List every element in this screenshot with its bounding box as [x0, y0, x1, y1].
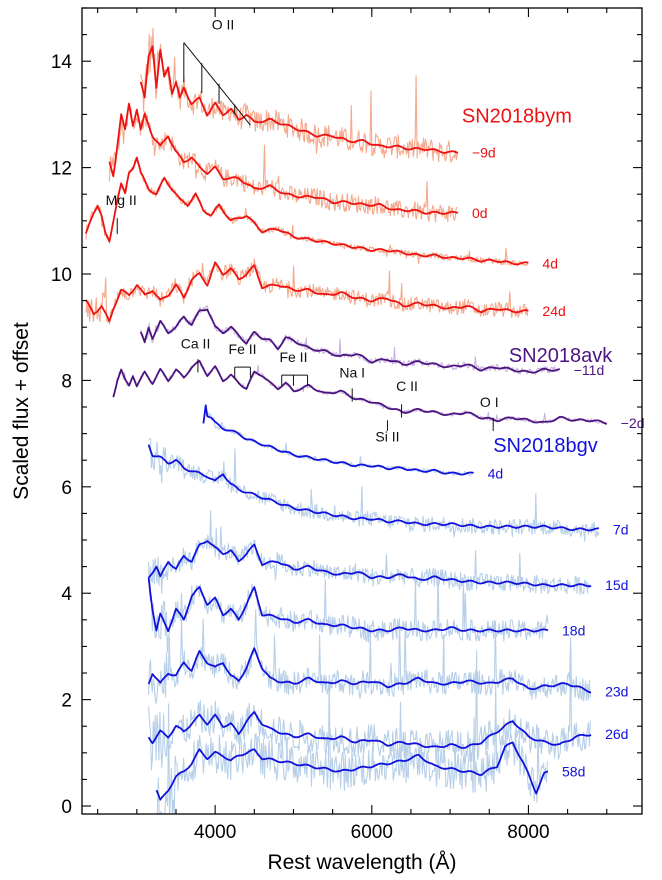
smoothed-spectrum-9	[147, 577, 549, 633]
line-id-label-2: Ca II	[181, 335, 211, 351]
epoch-label-9: 18d	[562, 622, 585, 638]
object-label-0: SN2018bym	[462, 105, 572, 127]
raw-spectrum-10	[148, 609, 591, 704]
smoothed-spectrum-12	[155, 741, 549, 801]
line-id-8: O I	[480, 394, 499, 431]
smoothed-spectrum-1	[108, 102, 459, 215]
epoch-label-3: 24d	[542, 303, 565, 319]
y-tick-label-5: 10	[51, 265, 72, 286]
line-id-7: Si II	[375, 420, 400, 445]
raw-spectrum-3	[85, 258, 529, 325]
smoothed-spectrum-8	[147, 540, 592, 588]
raw-spectrum-7	[148, 437, 600, 542]
y-tick-label-4: 8	[61, 371, 72, 392]
raw-spectrum-8	[148, 510, 591, 596]
smoothed-spectrum-11	[147, 711, 592, 749]
epoch-label-5: −2d	[621, 415, 645, 431]
epoch-label-10: 23d	[605, 684, 628, 700]
line-id-1: Mg II	[106, 192, 137, 235]
x-axis-title: Rest wavelength (Å)	[267, 851, 456, 874]
raw-spectra-layer	[85, 27, 608, 815]
smoothed-spectrum-0	[139, 45, 459, 154]
object-label-2: SN2018bgv	[493, 435, 598, 457]
x-tick-label-1: 6000	[351, 822, 393, 843]
epoch-label-12: 58d	[562, 763, 585, 779]
x-tick-label-2: 8000	[507, 822, 549, 843]
line-id-label-7: Si II	[375, 429, 399, 445]
line-id-0: O II	[183, 16, 251, 126]
y-axis-title: Scaled flux + offset	[10, 322, 33, 500]
line-id-4: Fe II	[279, 349, 309, 386]
line-id-label-5: Na I	[339, 365, 365, 381]
smoothed-spectrum-3	[85, 261, 529, 323]
epoch-label-6: 4d	[488, 466, 504, 482]
raw-spectrum-9	[148, 569, 549, 653]
plot-frame	[81, 7, 643, 815]
y-tick-label-2: 4	[61, 584, 72, 605]
smoothed-spectrum-4	[139, 308, 561, 374]
y-tick-label-1: 2	[61, 691, 72, 712]
line-id-label-3: Fe II	[229, 341, 257, 357]
line-id-label-4: Fe II	[279, 349, 307, 365]
epoch-label-2: 4d	[542, 255, 558, 271]
epoch-label-7: 7d	[613, 521, 629, 537]
epoch-label-8: 15d	[605, 577, 628, 593]
smoothed-spectrum-2	[85, 156, 529, 266]
smoothed-spectrum-7	[147, 444, 599, 532]
epoch-label-11: 26d	[605, 726, 628, 742]
line-id-label-1: Mg II	[106, 192, 137, 208]
line-id-5: Na I	[339, 365, 365, 402]
epoch-label-1: 0d	[472, 205, 488, 221]
line-id-3: Fe II	[229, 341, 257, 378]
line-identification-layer: O II Mg II Ca II Fe II Fe II Na I C II Si II O I	[106, 16, 499, 444]
y-tick-label-0: 0	[61, 797, 72, 818]
epoch-label-4: −11d	[574, 362, 605, 378]
raw-spectrum-11	[148, 650, 591, 784]
line-id-mark-0	[183, 42, 251, 126]
object-label-1: SN2018avk	[509, 345, 613, 367]
raw-spectrum-6	[203, 409, 474, 476]
smoothed-spectrum-10	[147, 647, 592, 694]
y-tick-label-3: 6	[61, 478, 72, 499]
x-tick-label-0: 4000	[194, 822, 236, 843]
epoch-label-layer: −9d 0d 4d 24d −11d −2d 4d 7d 15d 18d 23d 26d 58d SN20…	[462, 105, 645, 779]
smoothed-spectrum-6	[202, 404, 474, 476]
y-tick-label-7: 14	[51, 52, 73, 73]
smoothed-spectrum-5	[112, 360, 608, 425]
line-id-label-0: O II	[212, 16, 235, 32]
line-id-label-6: C II	[396, 378, 418, 394]
raw-spectrum-12	[156, 674, 548, 815]
line-id-2: Ca II	[181, 335, 211, 373]
smoothed-spectra-layer	[85, 45, 608, 801]
axes-layer: 4000 6000 8000 0 2 4 6 8 10 12 14	[51, 7, 642, 843]
y-tick-label-6: 12	[51, 159, 72, 180]
line-id-label-8: O I	[480, 394, 499, 410]
raw-spectrum-2	[85, 159, 529, 267]
line-id-6: C II	[396, 378, 418, 418]
epoch-label-0: −9d	[472, 145, 496, 161]
